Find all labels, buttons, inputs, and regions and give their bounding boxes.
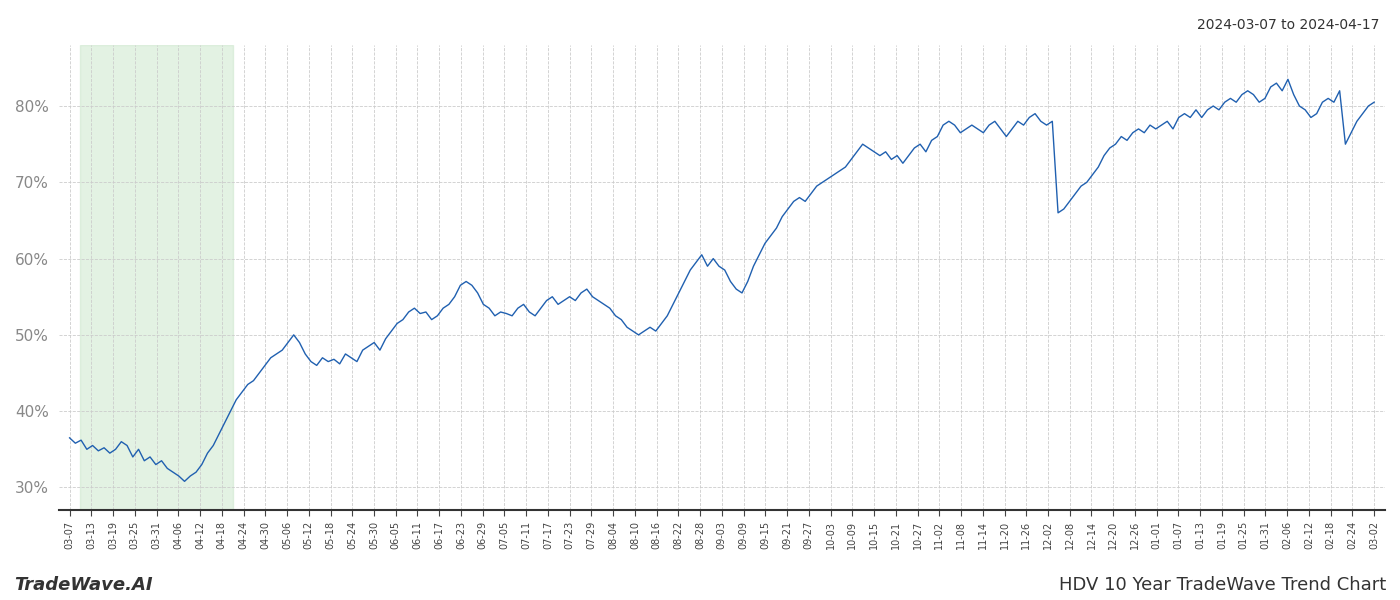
Text: 2024-03-07 to 2024-04-17: 2024-03-07 to 2024-04-17 [1197, 18, 1379, 32]
Bar [80, 45, 232, 511]
Text: HDV 10 Year TradeWave Trend Chart: HDV 10 Year TradeWave Trend Chart [1058, 576, 1386, 594]
Text: TradeWave.AI: TradeWave.AI [14, 576, 153, 594]
